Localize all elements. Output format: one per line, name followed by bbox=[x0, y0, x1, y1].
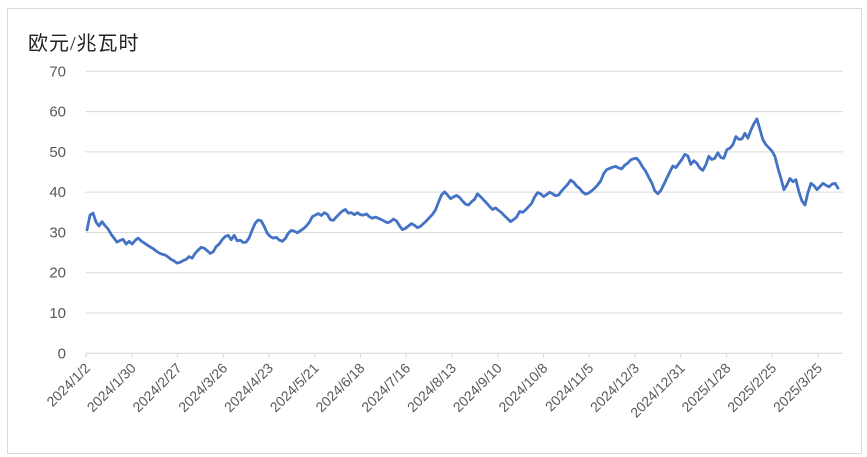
x-axis-tick-label: 2024/8/13 bbox=[404, 360, 460, 416]
x-axis-tick-label: 2024/6/18 bbox=[312, 360, 368, 416]
x-axis-tick-label: 2025/2/25 bbox=[724, 360, 780, 416]
x-axis-tick-label: 2024/2/27 bbox=[129, 360, 185, 416]
price-series-line bbox=[85, 117, 840, 265]
y-axis-tick-label: 20 bbox=[49, 265, 66, 282]
x-axis-tick-label: 2024/10/8 bbox=[495, 360, 551, 416]
chart-frame bbox=[7, 8, 862, 454]
x-axis-tick-label: 2024/7/16 bbox=[358, 360, 414, 416]
chart-title: 欧元/兆瓦时 bbox=[28, 33, 140, 55]
x-axis-tick-label: 2024/1/30 bbox=[84, 360, 140, 416]
x-axis-tick-label: 2025/3/25 bbox=[770, 360, 826, 416]
y-axis-tick-label: 30 bbox=[49, 224, 66, 241]
x-axis-tick-label: 2024/9/10 bbox=[450, 360, 506, 416]
y-axis-tick-label: 40 bbox=[49, 184, 66, 201]
x-axis-tick-label: 2024/4/23 bbox=[221, 360, 277, 416]
x-axis-tick-label: 2025/1/28 bbox=[678, 360, 734, 416]
x-axis-tick-label: 2024/5/21 bbox=[267, 360, 323, 416]
y-axis-tick-label: 10 bbox=[49, 305, 66, 322]
y-axis-tick-label: 60 bbox=[49, 104, 66, 121]
y-axis-tick-label: 0 bbox=[58, 345, 66, 362]
x-axis-tick-label: 2024/3/26 bbox=[175, 360, 231, 416]
y-axis-tick-label: 70 bbox=[49, 63, 66, 80]
y-axis-tick-label: 50 bbox=[49, 144, 66, 161]
